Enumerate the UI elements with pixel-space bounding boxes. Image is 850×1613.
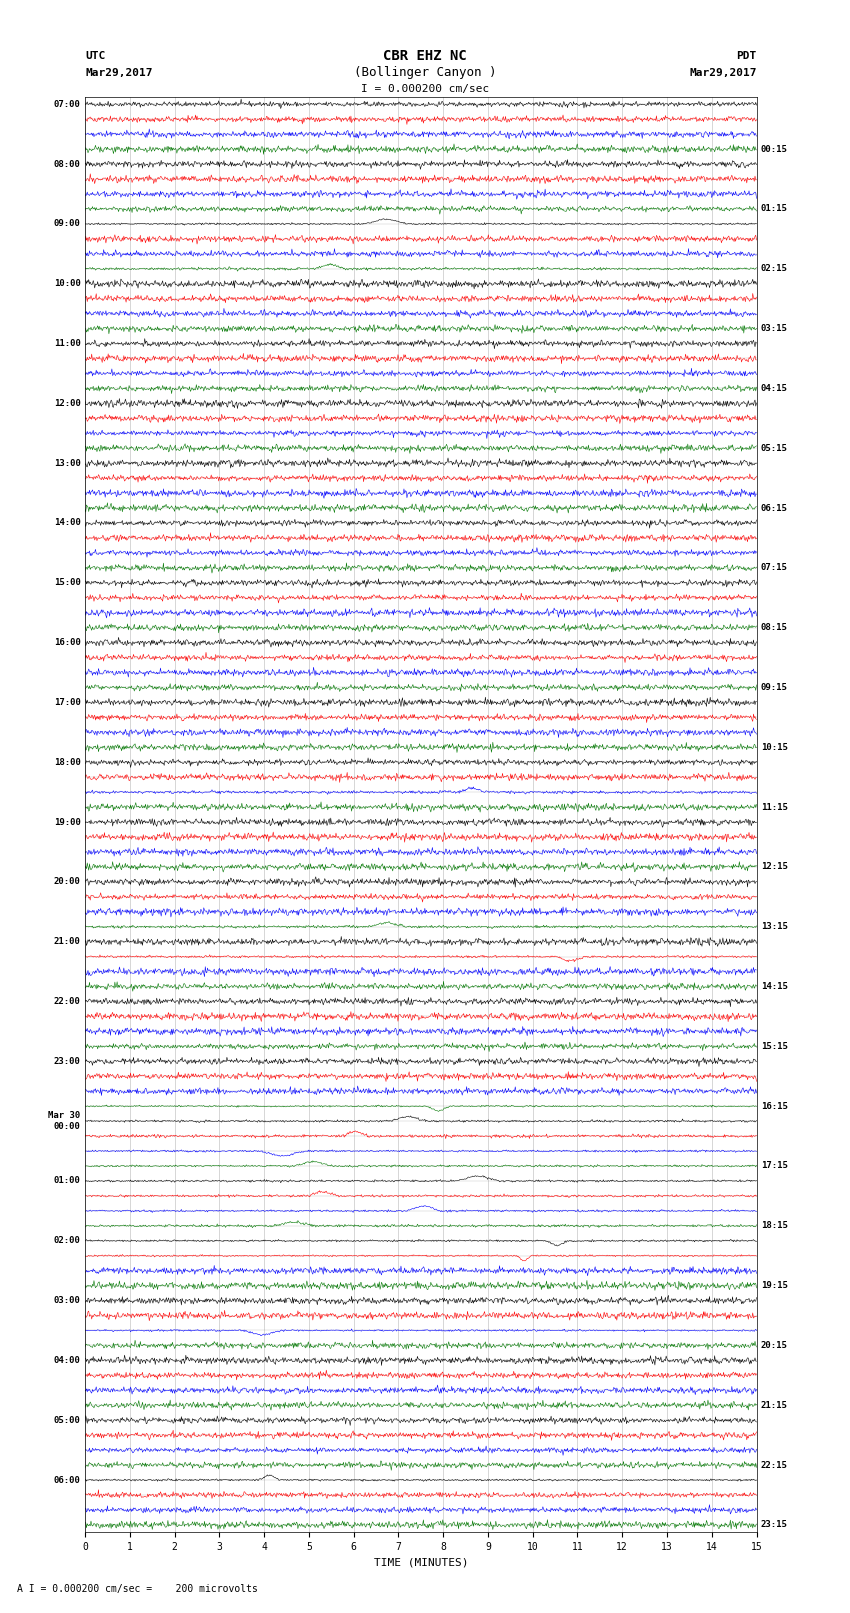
Text: 16:15: 16:15 <box>761 1102 788 1111</box>
Text: 13:00: 13:00 <box>54 458 81 468</box>
Text: 21:15: 21:15 <box>761 1400 788 1410</box>
Text: 19:00: 19:00 <box>54 818 81 826</box>
Text: 09:15: 09:15 <box>761 682 788 692</box>
Text: 14:15: 14:15 <box>761 982 788 990</box>
Text: 11:00: 11:00 <box>54 339 81 348</box>
Text: 04:15: 04:15 <box>761 384 788 394</box>
Text: 02:15: 02:15 <box>761 265 788 273</box>
Text: CBR EHZ NC: CBR EHZ NC <box>383 50 467 63</box>
Text: 20:00: 20:00 <box>54 877 81 887</box>
Text: 18:00: 18:00 <box>54 758 81 766</box>
Text: 10:15: 10:15 <box>761 742 788 752</box>
Text: 14:00: 14:00 <box>54 518 81 527</box>
Text: 12:00: 12:00 <box>54 398 81 408</box>
Text: 03:15: 03:15 <box>761 324 788 332</box>
Text: PDT: PDT <box>736 52 756 61</box>
X-axis label: TIME (MINUTES): TIME (MINUTES) <box>373 1558 468 1568</box>
Text: 23:00: 23:00 <box>54 1057 81 1066</box>
Text: 03:00: 03:00 <box>54 1297 81 1305</box>
Text: 19:15: 19:15 <box>761 1281 788 1290</box>
Text: 08:15: 08:15 <box>761 623 788 632</box>
Text: 01:15: 01:15 <box>761 205 788 213</box>
Text: 23:15: 23:15 <box>761 1521 788 1529</box>
Text: 01:00: 01:00 <box>54 1176 81 1186</box>
Text: 15:00: 15:00 <box>54 579 81 587</box>
Text: Mar 30
00:00: Mar 30 00:00 <box>48 1111 81 1131</box>
Text: 20:15: 20:15 <box>761 1340 788 1350</box>
Text: (Bollinger Canyon ): (Bollinger Canyon ) <box>354 66 496 79</box>
Text: 08:00: 08:00 <box>54 160 81 169</box>
Text: A I = 0.000200 cm/sec =    200 microvolts: A I = 0.000200 cm/sec = 200 microvolts <box>17 1584 258 1594</box>
Text: 16:00: 16:00 <box>54 639 81 647</box>
Text: UTC: UTC <box>85 52 105 61</box>
Text: 00:15: 00:15 <box>761 145 788 153</box>
Text: I = 0.000200 cm/sec: I = 0.000200 cm/sec <box>361 84 489 94</box>
Text: 04:00: 04:00 <box>54 1357 81 1365</box>
Text: 12:15: 12:15 <box>761 863 788 871</box>
Text: Mar29,2017: Mar29,2017 <box>85 68 152 77</box>
Text: 15:15: 15:15 <box>761 1042 788 1050</box>
Text: 17:15: 17:15 <box>761 1161 788 1171</box>
Text: 17:00: 17:00 <box>54 698 81 706</box>
Text: Mar29,2017: Mar29,2017 <box>689 68 756 77</box>
Text: 13:15: 13:15 <box>761 923 788 931</box>
Text: 05:00: 05:00 <box>54 1416 81 1424</box>
Text: 02:00: 02:00 <box>54 1236 81 1245</box>
Text: 18:15: 18:15 <box>761 1221 788 1231</box>
Text: 06:15: 06:15 <box>761 503 788 513</box>
Text: 22:00: 22:00 <box>54 997 81 1007</box>
Text: 05:15: 05:15 <box>761 444 788 453</box>
Text: 06:00: 06:00 <box>54 1476 81 1484</box>
Text: 21:00: 21:00 <box>54 937 81 947</box>
Text: 07:15: 07:15 <box>761 563 788 573</box>
Text: 22:15: 22:15 <box>761 1460 788 1469</box>
Text: 10:00: 10:00 <box>54 279 81 289</box>
Text: 11:15: 11:15 <box>761 803 788 811</box>
Text: 09:00: 09:00 <box>54 219 81 229</box>
Text: 07:00: 07:00 <box>54 100 81 108</box>
